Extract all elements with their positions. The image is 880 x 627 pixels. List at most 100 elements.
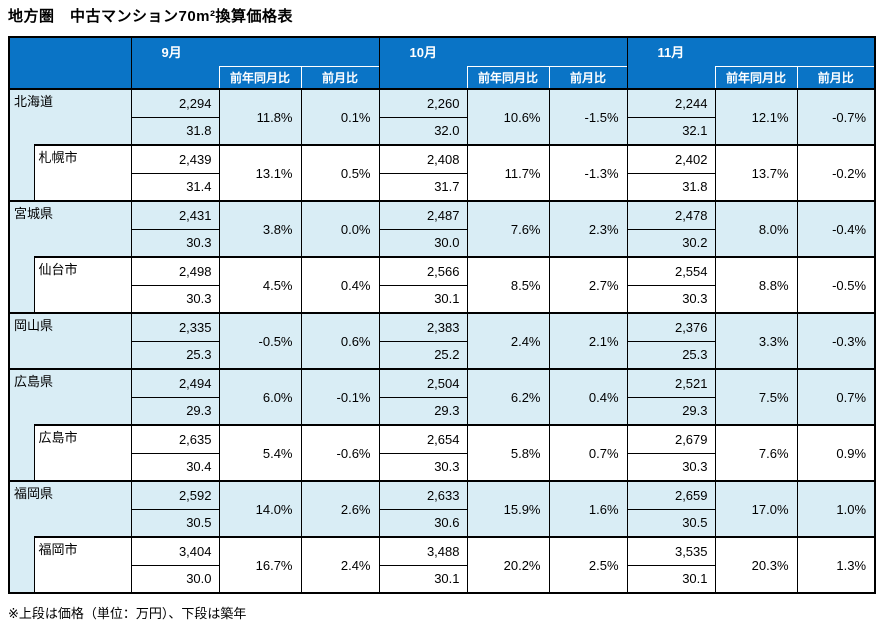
price-cell: 2,498 (130, 256, 220, 286)
mom-cell: 2.5% (548, 536, 628, 594)
mom-cell: -0.2% (796, 144, 876, 202)
mom-cell: 0.5% (300, 144, 380, 202)
price-cell: 2,494 (130, 368, 220, 398)
yoy-header: 前年同月比 (466, 65, 550, 90)
mom-cell: 0.6% (300, 312, 380, 370)
price-cell: 2,521 (626, 368, 716, 398)
yoy-cell: 11.7% (466, 144, 550, 202)
price-cell: 2,478 (626, 200, 716, 230)
age-cell: 30.2 (626, 228, 716, 258)
age-cell: 30.3 (378, 452, 468, 482)
age-cell: 31.8 (130, 116, 220, 146)
age-cell: 25.3 (626, 340, 716, 370)
sub-header-spacer (378, 66, 467, 89)
mom-cell: 1.6% (548, 480, 628, 538)
table-row: 岡山県 2,335 -0.5% 0.6% 2,383 2.4% 2.1% 2,376 3.3% -… (8, 312, 876, 370)
mom-cell: 2.3% (548, 200, 628, 258)
age-cell: 30.3 (626, 284, 716, 314)
table-row: 30.3 30.1 30.3 (9, 284, 875, 314)
table-row: 30.3 30.0 30.2 (9, 228, 875, 258)
price-cell: 2,294 (130, 88, 220, 118)
table-row: 30.0 30.1 30.1 (9, 564, 875, 594)
price-cell: 3,404 (130, 536, 220, 566)
corner-cell (8, 36, 132, 90)
yoy-cell: 8.0% (714, 200, 798, 258)
yoy-cell: 11.8% (218, 88, 302, 146)
indent-strip (8, 425, 35, 482)
age-cell: 30.5 (626, 508, 716, 538)
mom-cell: 2.7% (548, 256, 628, 314)
price-cell: 2,402 (626, 144, 716, 174)
age-cell: 31.4 (130, 172, 220, 202)
yoy-cell: 4.5% (218, 256, 302, 314)
age-cell: 25.3 (130, 340, 220, 370)
price-cell: 2,376 (626, 312, 716, 342)
mom-cell: 0.4% (548, 368, 628, 426)
mom-cell: 0.1% (300, 88, 380, 146)
table-row: 25.3 25.2 25.3 (9, 340, 875, 370)
yoy-cell: 7.5% (714, 368, 798, 426)
yoy-cell: 13.1% (218, 144, 302, 202)
yoy-cell: 7.6% (714, 424, 798, 482)
month-header-november: 11月 (626, 36, 876, 66)
prefecture-label: 宮城県 (8, 200, 132, 257)
price-cell: 2,635 (130, 424, 220, 454)
month-header-september: 9月 (130, 36, 380, 66)
yoy-cell: 3.3% (714, 312, 798, 370)
yoy-header: 前年同月比 (218, 65, 302, 90)
table-body: 北海道 2,294 11.8% 0.1% 2,260 10.6% -1.5% 2,244 12.… (8, 88, 876, 594)
mom-cell: -0.7% (796, 88, 876, 146)
age-cell: 30.1 (626, 564, 716, 594)
age-cell: 30.5 (130, 508, 220, 538)
month-header-row: 9月 10月 11月 (8, 36, 876, 90)
table-row: 福岡市 3,404 16.7% 2.4% 3,488 20.2% 2.5% 3,535 20.3… (8, 536, 876, 594)
price-cell: 2,260 (378, 88, 468, 118)
table-row: 北海道 2,294 11.8% 0.1% 2,260 10.6% -1.5% 2,244 12.… (8, 88, 876, 146)
price-cell: 2,659 (626, 480, 716, 510)
table-row: 仙台市 2,498 4.5% 0.4% 2,566 8.5% 2.7% 2,554 8.8% -0… (8, 256, 876, 314)
mom-cell: -1.5% (548, 88, 628, 146)
table-row: 福岡県 2,592 14.0% 2.6% 2,633 15.9% 1.6% 2,659 17.0… (8, 480, 876, 538)
indent-strip (8, 537, 35, 594)
mom-header: 前月比 (796, 65, 876, 90)
mom-cell: 1.0% (796, 480, 876, 538)
age-cell: 30.1 (378, 564, 468, 594)
mom-cell: 0.9% (796, 424, 876, 482)
sub-header-row: 前年同月比 前月比 前年同月比 前月比 前年同月比 前月比 (9, 65, 876, 90)
age-cell: 31.7 (378, 172, 468, 202)
yoy-cell: 5.4% (218, 424, 302, 482)
age-cell: 32.1 (626, 116, 716, 146)
yoy-cell: 8.8% (714, 256, 798, 314)
yoy-cell: 8.5% (466, 256, 550, 314)
price-cell: 3,488 (378, 536, 468, 566)
mom-cell: -1.3% (548, 144, 628, 202)
price-cell: 2,487 (378, 200, 468, 230)
price-cell: 2,566 (378, 256, 468, 286)
city-label: 広島市 (33, 424, 132, 482)
mom-cell: 2.6% (300, 480, 380, 538)
age-cell: 29.3 (378, 396, 468, 426)
price-cell: 2,431 (130, 200, 220, 230)
yoy-cell: 7.6% (466, 200, 550, 258)
prefecture-label: 北海道 (8, 88, 132, 145)
mom-cell: -0.1% (300, 368, 380, 426)
mom-header: 前月比 (548, 65, 628, 90)
yoy-cell: 5.8% (466, 424, 550, 482)
price-cell: 2,633 (378, 480, 468, 510)
yoy-cell: 20.2% (466, 536, 550, 594)
mom-cell: 1.3% (796, 536, 876, 594)
yoy-cell: 12.1% (714, 88, 798, 146)
month-header-october: 10月 (378, 36, 628, 66)
table-row: 広島県 2,494 6.0% -0.1% 2,504 6.2% 0.4% 2,521 7.5% 0… (8, 368, 876, 426)
table-row: 広島市 2,635 5.4% -0.6% 2,654 5.8% 0.7% 2,679 7.6% 0… (8, 424, 876, 482)
mom-cell: 0.4% (300, 256, 380, 314)
price-table: 9月 10月 11月 前年同月比 前月比 前年同月比 前月比 前年同月比 前月比… (8, 36, 877, 594)
age-cell: 30.4 (130, 452, 220, 482)
mom-cell: 0.0% (300, 200, 380, 258)
prefecture-label: 岡山県 (8, 312, 132, 370)
age-cell: 30.3 (626, 452, 716, 482)
indent-strip (8, 257, 35, 314)
yoy-cell: 13.7% (714, 144, 798, 202)
mom-cell: 0.7% (796, 368, 876, 426)
table-header: 9月 10月 11月 前年同月比 前月比 前年同月比 前月比 前年同月比 前月比 (8, 36, 876, 90)
